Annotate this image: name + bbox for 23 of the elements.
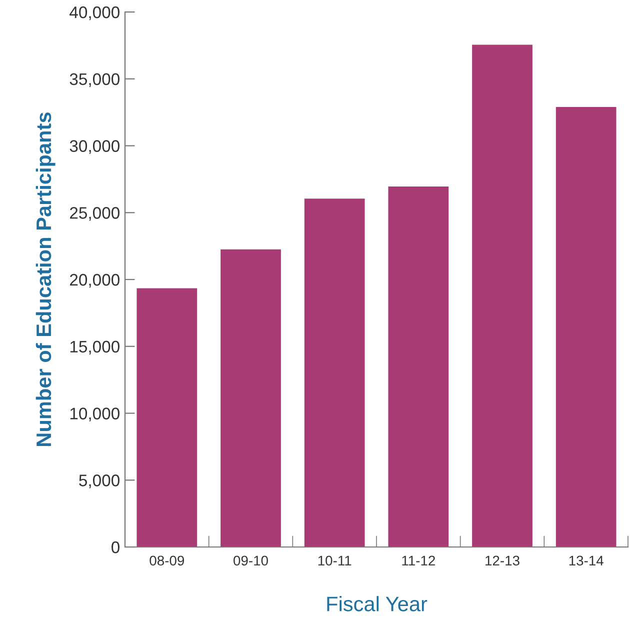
bar — [388, 186, 449, 547]
bar — [136, 288, 198, 547]
y-tick-label: 25,000 — [70, 207, 120, 221]
x-tick-label: 09-10 — [234, 556, 268, 566]
bar — [220, 249, 281, 547]
x-tick-label: 10-11 — [318, 556, 352, 566]
x-tick-label: 08-09 — [150, 556, 184, 566]
y-tick-label: 20,000 — [70, 274, 120, 288]
x-tick-label: 11-12 — [402, 556, 435, 566]
y-tick-label: 15,000 — [70, 340, 120, 355]
y-tick-label: 0 — [112, 541, 120, 554]
x-tick-label: 12-13 — [486, 556, 520, 566]
y-tick-label: 30,000 — [70, 140, 120, 154]
y-tick-label: 10,000 — [70, 408, 120, 422]
y-tick-label: 35,000 — [70, 73, 120, 88]
x-axis-title: Fiscal Year — [327, 596, 428, 612]
bar — [472, 44, 532, 547]
bar — [556, 106, 616, 547]
y-tick-label: 40,000 — [70, 6, 120, 20]
bar — [304, 198, 365, 547]
y-tick-label: 5,000 — [79, 474, 120, 488]
x-tick-label: 13-14 — [569, 556, 604, 566]
y-axis-title: Number of Education Participants — [36, 112, 56, 446]
